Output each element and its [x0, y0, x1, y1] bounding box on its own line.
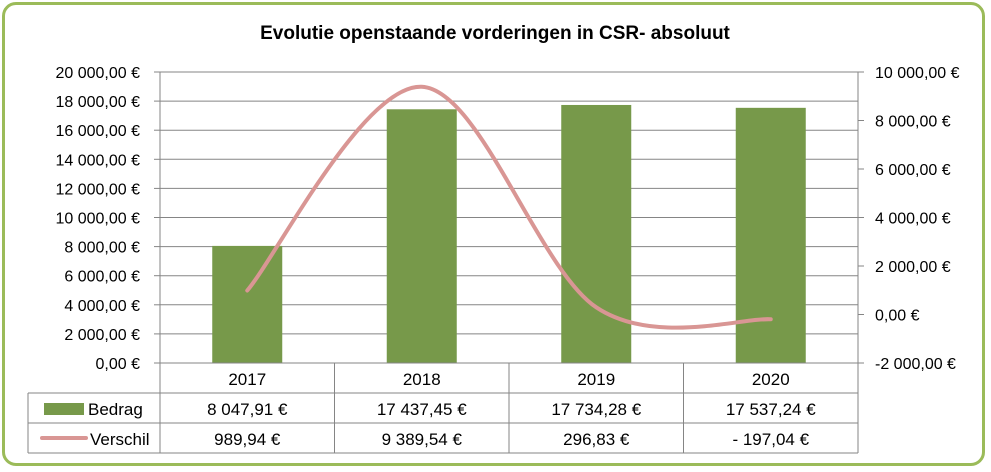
y-right-tick-label: 8 000,00 € — [875, 114, 951, 131]
y-right-tick-label: 4 000,00 € — [875, 211, 951, 228]
bar-bedrag — [212, 245, 283, 363]
y-right-tick-label: 2 000,00 € — [875, 259, 951, 276]
axes: 0,00 € 2 000,00 € 4 000,00 € 6 000,00 € 8 00… — [55, 65, 959, 373]
bar-bedrag — [386, 109, 457, 364]
table-value-verschil: 296,83 € — [563, 430, 630, 449]
data-table: 2017 2018 2019 2020 Bedrag Verschil 8 047,91 €… — [27, 362, 859, 454]
y-right-tick-label: 0,00 € — [875, 308, 920, 325]
y-left-tick-label: 18 000,00 € — [55, 94, 140, 111]
x-category-label: 2017 — [228, 370, 266, 389]
y-left-tick-label: 0,00 € — [96, 356, 141, 373]
y-right-tick-label: -2 000,00 € — [875, 356, 956, 373]
y-left-tick-label: 4 000,00 € — [64, 298, 140, 315]
y-left-tick-label: 16 000,00 € — [55, 123, 140, 140]
legend-key-bedrag — [44, 403, 84, 415]
table-value-bedrag: 8 047,91 € — [207, 400, 288, 419]
x-category-label: 2020 — [752, 370, 790, 389]
line-verschil — [245, 84, 773, 330]
table-value-bedrag: 17 537,24 € — [726, 400, 816, 419]
x-category-label: 2019 — [577, 370, 615, 389]
table-value-bedrag: 17 734,28 € — [551, 400, 641, 419]
y-left-tick-label: 2 000,00 € — [64, 327, 140, 344]
y-left-tick-label: 8 000,00 € — [64, 240, 140, 257]
y-left-tick-label: 10 000,00 € — [55, 211, 140, 228]
legend-label-verschil: Verschil — [90, 430, 150, 449]
x-category-label: 2018 — [403, 370, 441, 389]
y-left-tick-label: 14 000,00 € — [55, 152, 140, 169]
y-left-tick-label: 20 000,00 € — [55, 65, 140, 82]
y-left-tick-label: 6 000,00 € — [64, 269, 140, 286]
y-left-tick-label: 12 000,00 € — [55, 181, 140, 198]
table-value-bedrag: 17 437,45 € — [377, 400, 467, 419]
y-right-tick-label: 10 000,00 € — [875, 65, 960, 82]
table-value-verschil: 9 389,54 € — [382, 430, 463, 449]
chart-title: Evolutie openstaande vorderingen in CSR-… — [260, 23, 730, 44]
line-series — [245, 84, 773, 330]
bar-bedrag — [735, 107, 806, 363]
table-value-verschil: 989,94 € — [214, 430, 281, 449]
chart-frame — [2, 2, 985, 466]
y-right-tick-label: 6 000,00 € — [875, 162, 951, 179]
table-value-verschil: - 197,04 € — [732, 430, 809, 449]
legend-label-bedrag: Bedrag — [88, 400, 143, 419]
bar-bedrag — [561, 104, 632, 364]
